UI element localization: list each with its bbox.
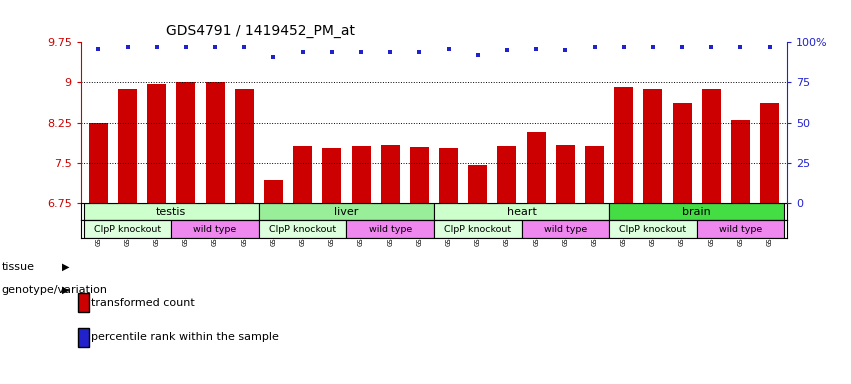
Point (676, 44, 689, 50)
Point (413, 49, 426, 55)
Point (92, 46, 106, 52)
Bar (643, 89, 662, 203)
Point (354, 49, 368, 55)
Bar (176, 83, 196, 203)
Bar (83, 220, 171, 238)
Point (588, 44, 602, 50)
Point (705, 44, 718, 50)
Bar (410, 147, 429, 203)
Bar (171, 220, 259, 238)
Bar (259, 203, 434, 220)
Point (471, 52, 484, 58)
Bar (235, 89, 254, 203)
Text: percentile rank within the sample: percentile rank within the sample (91, 332, 279, 342)
Point (150, 44, 163, 50)
Text: brain: brain (683, 207, 711, 217)
Text: tissue: tissue (2, 262, 35, 272)
Point (237, 44, 251, 50)
Bar (585, 146, 604, 203)
Text: liver: liver (334, 207, 358, 217)
Text: GDS4791 / 1419452_PM_at: GDS4791 / 1419452_PM_at (166, 25, 355, 38)
Point (208, 44, 222, 50)
Bar (527, 132, 545, 203)
Point (646, 44, 660, 50)
Text: ▶: ▶ (62, 285, 70, 295)
Point (617, 44, 631, 50)
Text: ClpP knockout: ClpP knockout (94, 225, 161, 234)
Bar (147, 84, 166, 203)
Bar (118, 89, 137, 203)
Bar (380, 145, 400, 203)
Point (500, 47, 514, 53)
Text: testis: testis (157, 207, 186, 217)
Text: wild type: wild type (368, 225, 412, 234)
Point (325, 49, 339, 55)
Point (558, 47, 572, 53)
Bar (609, 220, 697, 238)
Bar (439, 148, 458, 203)
Bar (702, 89, 721, 203)
Text: genotype/variation: genotype/variation (2, 285, 108, 295)
Point (762, 44, 776, 50)
Point (121, 44, 134, 50)
Bar (294, 146, 312, 203)
Bar (83, 203, 259, 220)
Bar (609, 203, 785, 220)
Bar (614, 87, 633, 203)
Bar (697, 220, 785, 238)
Point (179, 44, 192, 50)
Bar (264, 180, 283, 203)
Bar (672, 103, 692, 203)
Bar (434, 220, 522, 238)
Point (734, 44, 747, 50)
Bar (522, 220, 609, 238)
Text: transformed count: transformed count (91, 298, 195, 308)
Bar (556, 145, 574, 203)
Bar (346, 220, 434, 238)
Bar (760, 103, 780, 203)
Text: ClpP knockout: ClpP knockout (444, 225, 511, 234)
Text: ▶: ▶ (62, 262, 70, 272)
Bar (498, 146, 517, 203)
Text: wild type: wild type (719, 225, 762, 234)
Point (296, 49, 310, 55)
Point (266, 54, 280, 60)
Text: heart: heart (506, 207, 536, 217)
Text: ClpP knockout: ClpP knockout (620, 225, 687, 234)
Bar (89, 122, 108, 203)
Text: wild type: wild type (193, 225, 237, 234)
Bar (259, 220, 346, 238)
Bar (468, 165, 488, 203)
Point (442, 46, 455, 52)
Bar (206, 83, 225, 203)
Bar (731, 120, 750, 203)
Bar (323, 148, 341, 203)
Point (529, 46, 543, 52)
Point (384, 49, 397, 55)
Text: ClpP knockout: ClpP knockout (269, 225, 336, 234)
Bar (434, 203, 609, 220)
Bar (351, 146, 370, 203)
Text: wild type: wild type (544, 225, 587, 234)
